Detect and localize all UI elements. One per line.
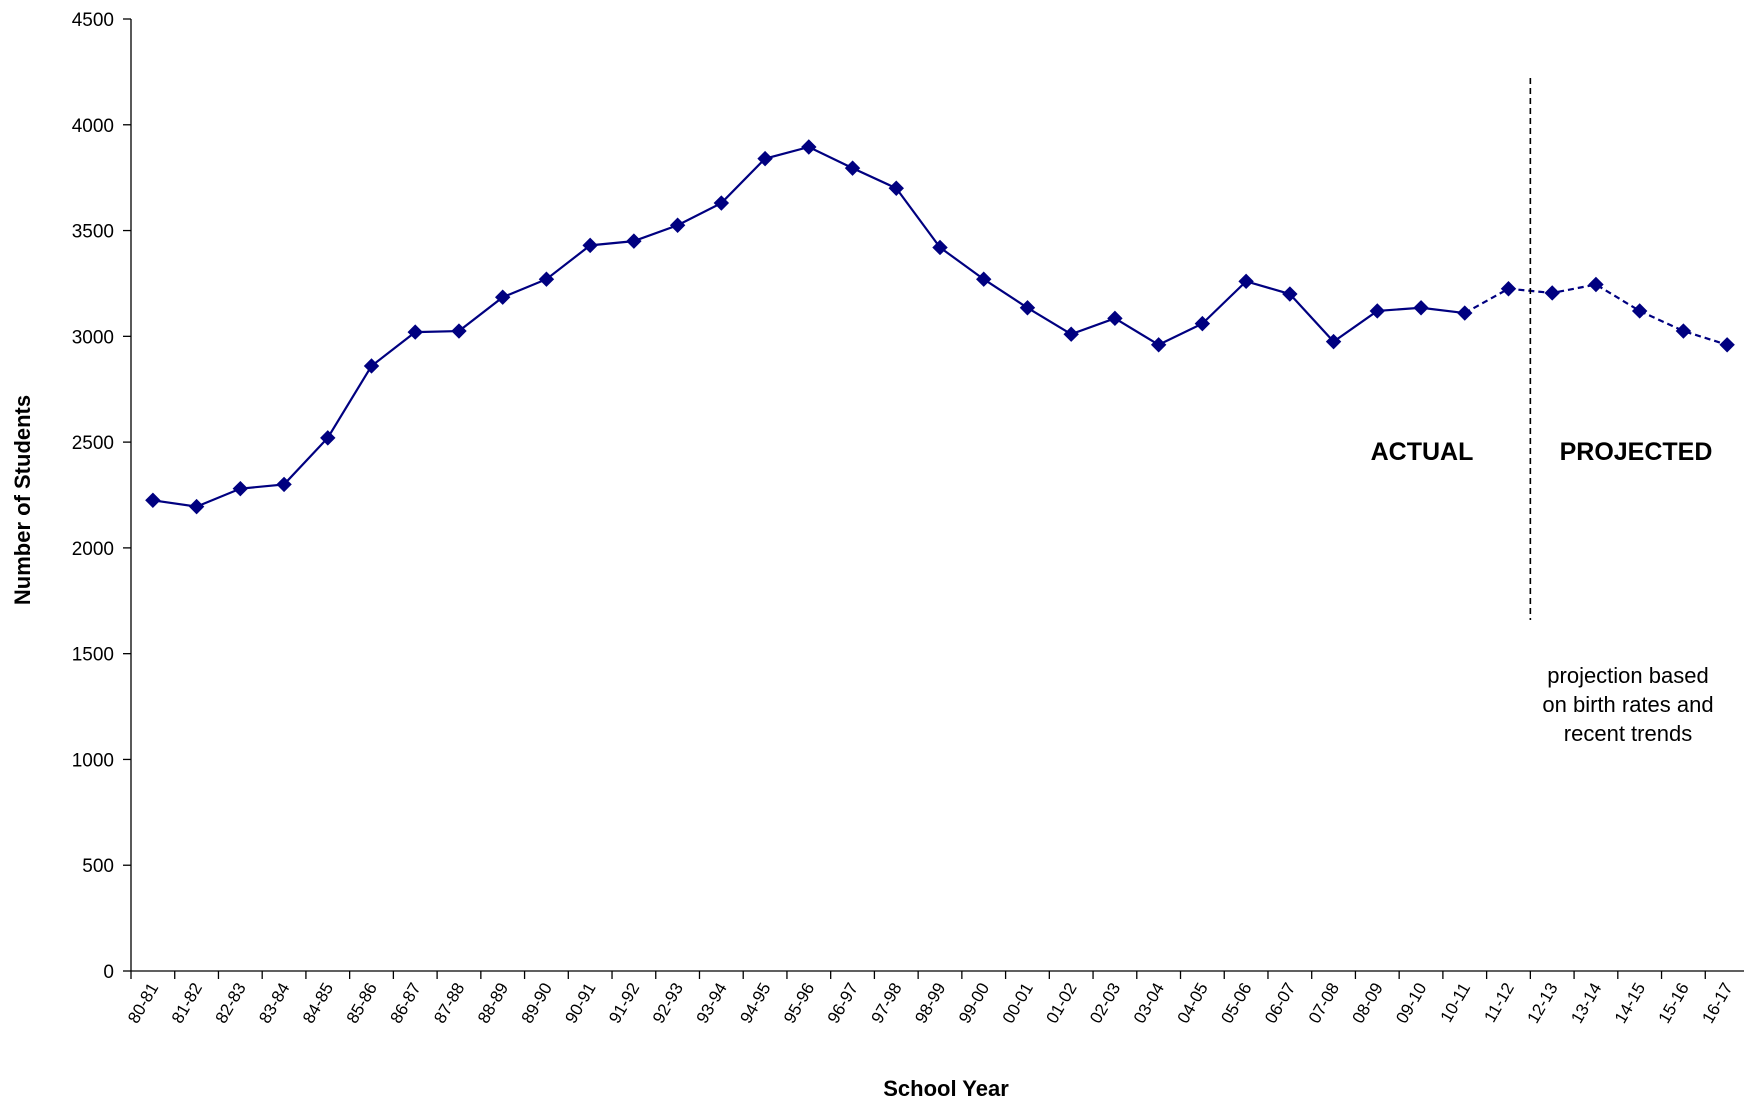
y-axis-title: Number of Students	[10, 395, 35, 605]
projected-label: PROJECTED	[1560, 438, 1713, 466]
x-tick-label: 96-97	[824, 980, 862, 1027]
x-tick-label: 14-15	[1611, 980, 1649, 1027]
data-point	[669, 217, 686, 233]
y-tick-label: 1500	[72, 645, 114, 666]
x-tick-label: 03-04	[1130, 980, 1168, 1027]
x-tick-label: 84-85	[299, 980, 337, 1027]
data-point	[932, 239, 948, 256]
data-point	[494, 289, 511, 305]
x-tick-label: 94-95	[736, 980, 774, 1027]
x-tick-label: 93-94	[693, 980, 731, 1027]
x-tick-label: 01-02	[1042, 980, 1080, 1027]
data-point	[1282, 286, 1298, 302]
data-point	[757, 150, 773, 167]
projection-note-line-3: recent trends	[1564, 721, 1692, 746]
data-point	[1588, 276, 1604, 293]
data-point	[844, 160, 861, 176]
data-point	[451, 323, 467, 339]
y-tick-label: 4500	[72, 10, 114, 31]
data-point	[1238, 273, 1254, 290]
y-axis: 0 500 1000 1500 2000 2500 3000 3500 4000 4500	[72, 10, 132, 983]
actual-label: ACTUAL	[1371, 438, 1474, 466]
data-point	[188, 498, 205, 515]
data-point	[1019, 300, 1036, 316]
y-tick-label: 1000	[72, 750, 114, 771]
projection-note-line-1: projection based	[1547, 663, 1708, 688]
y-tick-label: 2000	[72, 539, 114, 560]
y-tick-label: 3500	[72, 222, 114, 243]
x-tick-label: 15-16	[1655, 980, 1693, 1027]
data-point	[1631, 303, 1648, 319]
data-point	[145, 492, 161, 508]
data-point	[1063, 326, 1079, 342]
x-axis: 80-81 81-82 82-83 83-84 84-85 85-86 86-87 87-88…	[124, 970, 1744, 1027]
x-tick-label: 16-17	[1698, 980, 1736, 1027]
data-point	[801, 139, 817, 155]
series-projected-line	[1464, 283, 1728, 346]
x-tick-label: 07-08	[1305, 980, 1343, 1027]
x-tick-label: 95-96	[780, 980, 818, 1027]
data-point	[1194, 315, 1211, 332]
data-point	[407, 324, 423, 340]
x-tick-label: 83-84	[255, 980, 293, 1027]
series-actual-line	[152, 145, 1465, 508]
data-point	[626, 233, 642, 249]
x-tick-label: 06-07	[1261, 980, 1299, 1027]
x-tick-label: 11-12	[1480, 980, 1518, 1026]
y-tick-label: 3000	[72, 327, 114, 348]
x-tick-label: 90-91	[561, 980, 599, 1027]
data-point	[1675, 323, 1692, 339]
y-tick-label: 500	[82, 856, 114, 877]
x-tick-label: 86-87	[387, 980, 425, 1027]
y-tick-label: 4000	[72, 116, 114, 137]
data-point	[1544, 285, 1560, 301]
plot-area	[145, 78, 1735, 620]
y-tick-label: 2500	[72, 433, 114, 454]
x-tick-label: 97-98	[868, 980, 906, 1027]
x-tick-label: 92-93	[649, 980, 687, 1027]
data-point	[363, 358, 380, 374]
data-point	[1719, 337, 1735, 353]
x-tick-label: 99-00	[955, 980, 993, 1027]
data-point	[1325, 333, 1342, 350]
x-tick-label: 81-82	[168, 980, 206, 1027]
x-tick-label: 89-90	[518, 980, 556, 1027]
y-tick-label: 0	[103, 962, 114, 983]
data-point	[320, 430, 336, 446]
data-point	[538, 271, 555, 287]
x-tick-label: 85-86	[343, 980, 381, 1027]
data-point	[232, 480, 249, 497]
projection-note-line-2: on birth rates and	[1542, 692, 1713, 717]
x-tick-label: 98-99	[911, 980, 949, 1027]
x-tick-label: 10-11	[1437, 980, 1475, 1026]
x-tick-label: 05-06	[1217, 980, 1255, 1027]
data-point	[1413, 300, 1429, 316]
x-tick-label: 09-10	[1392, 980, 1430, 1027]
data-point	[1369, 303, 1386, 319]
x-tick-label: 00-01	[999, 980, 1037, 1027]
x-tick-label: 91-92	[605, 980, 643, 1027]
x-tick-label: 82-83	[212, 980, 250, 1027]
data-point	[1107, 310, 1123, 327]
data-point	[1500, 281, 1517, 297]
data-point	[713, 195, 730, 211]
x-tick-label: 02-03	[1086, 980, 1124, 1027]
data-point	[1150, 337, 1167, 353]
x-tick-label: 80-81	[124, 980, 162, 1027]
data-point	[888, 180, 904, 196]
data-point	[582, 237, 598, 254]
data-point	[276, 476, 292, 493]
x-axis-title: School Year	[883, 1076, 1009, 1101]
x-tick-label: 87-88	[430, 980, 468, 1027]
x-tick-label: 04-05	[1174, 980, 1212, 1027]
x-tick-label: 08-09	[1349, 980, 1387, 1027]
data-point	[976, 271, 992, 287]
data-point	[1457, 305, 1473, 321]
x-tick-label: 88-89	[474, 980, 512, 1027]
x-tick-label: 13-14	[1567, 980, 1605, 1027]
x-tick-label: 12-13	[1523, 980, 1561, 1027]
